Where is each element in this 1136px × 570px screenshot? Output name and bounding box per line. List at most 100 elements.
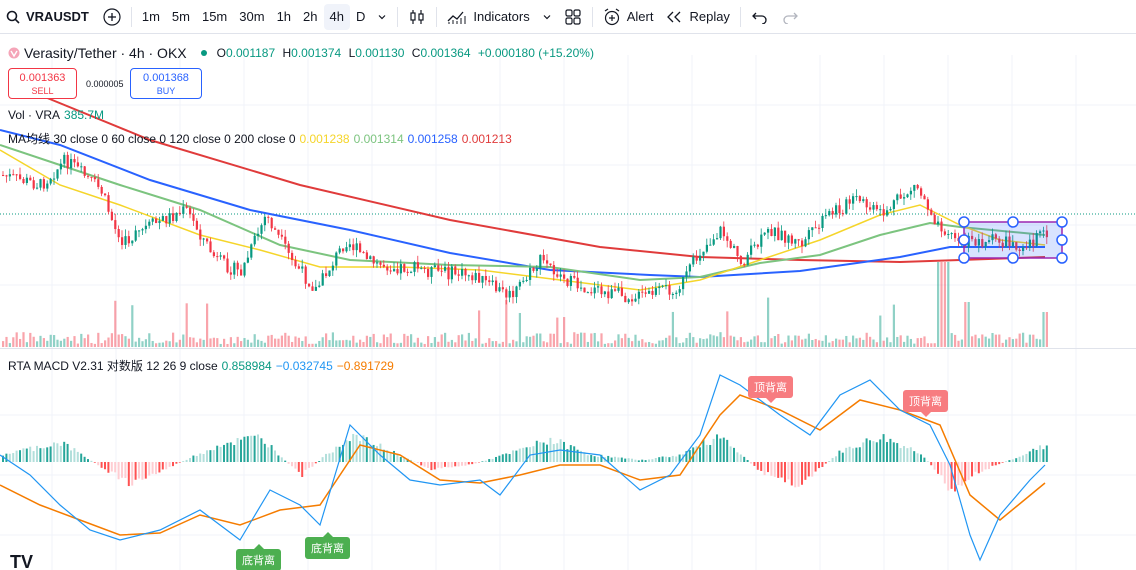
bottom-divergence-tag: 底背离 — [305, 532, 350, 559]
macd-histogram-bar — [624, 458, 627, 462]
macd-histogram-bar — [828, 461, 831, 462]
macd-histogram-bar — [1005, 461, 1007, 462]
candle-body — [950, 233, 953, 235]
interval-5m[interactable]: 5m — [171, 9, 190, 24]
volume-bar — [1005, 339, 1008, 347]
macd-histogram-bar — [444, 462, 446, 467]
candle-body — [501, 287, 504, 290]
chart-canvas[interactable] — [0, 35, 1136, 570]
candle-body — [175, 212, 178, 221]
volume-bar — [824, 335, 827, 347]
ma120-line — [0, 129, 1045, 279]
sell-button[interactable]: 0.001363 SELL — [8, 68, 77, 99]
candle-body — [838, 205, 841, 214]
volume-bar — [406, 335, 409, 347]
macd-legend[interactable]: RTA MACD V2.31 对数版 12 26 9 close 0.85898… — [8, 357, 394, 374]
buy-button[interactable]: 0.001368 BUY — [130, 68, 202, 99]
macd-histogram-bar — [994, 462, 997, 466]
rectangle-handle — [1056, 216, 1068, 228]
volume-bar — [178, 339, 181, 347]
macd-histogram-bar — [440, 462, 443, 469]
candle-body — [369, 256, 372, 259]
volume-bar — [12, 337, 15, 347]
interval-1m[interactable]: 1m — [141, 9, 160, 24]
macd-histogram-bar — [967, 462, 970, 480]
volume-bar — [202, 339, 205, 347]
volume-bar — [484, 342, 487, 347]
candle-body — [1008, 236, 1011, 247]
candle-body — [161, 216, 164, 221]
macd-histogram-bar — [437, 462, 440, 468]
volume-bar — [56, 339, 59, 347]
candle-body — [753, 244, 756, 246]
candle-body — [148, 221, 151, 226]
symbol-title[interactable]: Verasity/Tether · 4h · OKX — [24, 45, 187, 61]
volume-bar — [491, 341, 494, 347]
macd-histogram-bar — [107, 462, 110, 473]
volume-bar — [229, 337, 232, 347]
pane-divider[interactable] — [0, 348, 1136, 349]
chevron-down-icon — [542, 12, 552, 22]
alert-button[interactable]: Alert — [597, 4, 660, 30]
candle-body — [59, 163, 62, 170]
interval-30m[interactable]: 30m — [239, 9, 265, 24]
interval-4h[interactable]: 4h — [323, 3, 350, 30]
volume-bar — [19, 338, 22, 347]
volume-bar — [590, 333, 593, 347]
chart-type-button[interactable] — [402, 4, 432, 30]
tradingview-logo[interactable]: TV — [10, 552, 34, 570]
macd-histogram-bar — [314, 462, 317, 464]
volume-bar — [39, 335, 42, 347]
undo-button[interactable] — [745, 4, 775, 30]
interval-1h[interactable]: 1h — [276, 9, 292, 24]
macd-histogram-bar — [617, 457, 620, 462]
macd-histogram-bar — [151, 462, 154, 474]
interval-dropdown[interactable] — [371, 4, 393, 30]
volume-bar — [668, 335, 671, 347]
macd-histogram-bar — [148, 462, 151, 476]
volume-bar — [416, 337, 419, 347]
candle-body — [49, 178, 52, 184]
macd-histogram-bar — [474, 462, 477, 464]
interval-15m[interactable]: 15m — [201, 9, 228, 24]
candle-body — [627, 299, 630, 303]
macd-histogram-bar — [668, 457, 671, 462]
ma-legend[interactable]: MA均线 30 close 0 60 close 0 120 close 0 2… — [8, 130, 512, 147]
volume-bar — [355, 342, 358, 347]
redo-button[interactable] — [775, 4, 805, 30]
candle-body — [1028, 239, 1031, 249]
volume-bar — [695, 342, 698, 347]
interval-d[interactable]: D — [355, 9, 366, 24]
macd-histogram-bar — [117, 462, 120, 480]
indicators-dropdown[interactable] — [536, 4, 558, 30]
macd-histogram-bar — [362, 435, 365, 462]
indicators-button[interactable]: Indicators — [441, 4, 535, 30]
volume-bar — [760, 342, 763, 347]
replay-button[interactable]: Replay — [659, 4, 735, 30]
macd-histogram-bar — [903, 446, 905, 462]
candle-body — [131, 240, 134, 244]
candle-body — [104, 193, 107, 196]
ma60-value: 0.001314 — [353, 131, 404, 146]
candle-body — [39, 179, 42, 188]
top-divergence-tag: 顶背离 — [903, 390, 948, 417]
volume-bar — [117, 334, 120, 347]
candle-body — [899, 194, 902, 199]
buy-price: 0.001368 — [143, 72, 189, 84]
candle-body — [420, 267, 423, 269]
volume-legend[interactable]: Vol · VRA 385.7M — [8, 108, 104, 122]
chart-area[interactable]: Verasity/Tether · 4h · OKX O0.001187 H0.… — [0, 35, 1136, 570]
macd-histogram-bar — [430, 462, 433, 471]
candle-body — [515, 286, 518, 298]
layouts-button[interactable] — [558, 4, 588, 30]
volume-bar — [138, 337, 141, 347]
symbol-search-button[interactable]: VRAUSDT — [0, 0, 97, 33]
candle-body — [865, 199, 868, 208]
volume-bar — [916, 338, 919, 347]
candle-body — [780, 230, 783, 241]
candle-body — [437, 265, 440, 271]
interval-2h[interactable]: 2h — [303, 9, 318, 24]
compare-symbol-button[interactable] — [97, 4, 127, 30]
macd-histogram-bar — [399, 457, 402, 462]
macd-histogram-bar — [1039, 445, 1041, 462]
